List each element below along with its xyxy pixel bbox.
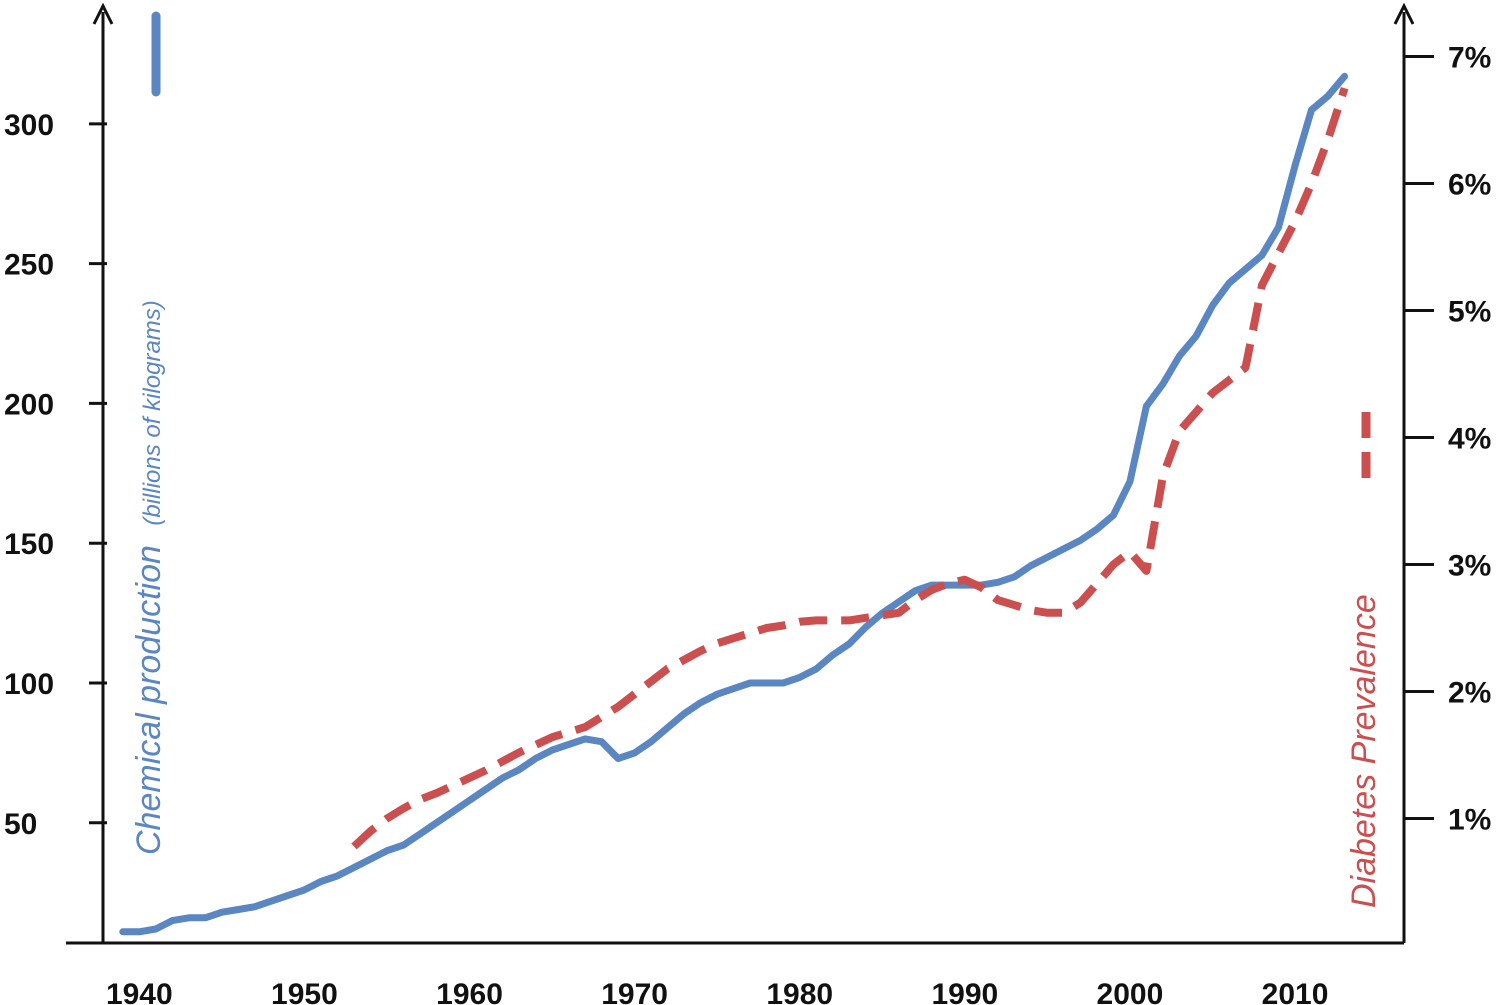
right-tick-label: 2% xyxy=(1448,677,1491,710)
axes xyxy=(66,2,1415,945)
right-axis-title-group: Diabetes Prevalence xyxy=(1345,594,1383,908)
x-tick-label: 2000 xyxy=(1097,978,1164,1005)
series-line-diabetes-prevalence xyxy=(351,86,1349,850)
right-axis-title: Diabetes Prevalence xyxy=(1345,594,1383,908)
right-tick-label: 6% xyxy=(1448,168,1491,201)
series-line-chemical-production xyxy=(119,72,1349,936)
x-tick-label: 1950 xyxy=(271,978,338,1005)
right-y-axis-arrow xyxy=(1393,2,1415,25)
x-tick-label: 1960 xyxy=(436,978,503,1005)
x-tick-label: 2010 xyxy=(1262,978,1329,1005)
left-tick-label: 200 xyxy=(4,388,54,421)
x-tick-label: 1970 xyxy=(601,978,668,1005)
left-tick-label: 250 xyxy=(4,249,54,282)
right-tick-label: 5% xyxy=(1448,295,1491,328)
right-axis-ticks: 1% 2% 3% 4% 5% 6% 7% xyxy=(1404,41,1491,837)
left-tick-label: 300 xyxy=(4,109,54,142)
x-axis-ticks: 1940 1950 1960 1970 1980 1990 2000 2010 xyxy=(106,978,1328,1005)
right-tick-label: 3% xyxy=(1448,550,1491,583)
right-tick-label: 1% xyxy=(1448,804,1491,837)
x-tick-label: 1980 xyxy=(766,978,833,1005)
right-tick-label: 7% xyxy=(1448,41,1491,74)
series-layer xyxy=(119,72,1349,936)
right-tick-label: 4% xyxy=(1448,422,1491,455)
x-tick-label: 1940 xyxy=(106,978,173,1005)
left-axis-title: Chemical production (billions of kilogra… xyxy=(130,300,168,855)
left-axis-sublabel: (billions of kilograms) xyxy=(139,300,166,525)
left-y-axis-arrow xyxy=(92,2,114,25)
left-axis-title-group: Chemical production (billions of kilogra… xyxy=(130,300,168,855)
left-axis-ticks: 50 100 150 200 250 300 xyxy=(4,109,107,841)
left-tick-label: 150 xyxy=(4,528,54,561)
x-tick-label: 1990 xyxy=(931,978,998,1005)
left-tick-label: 100 xyxy=(4,668,54,701)
left-tick-label: 50 xyxy=(4,808,37,841)
left-axis-label: Chemical production xyxy=(130,545,168,855)
